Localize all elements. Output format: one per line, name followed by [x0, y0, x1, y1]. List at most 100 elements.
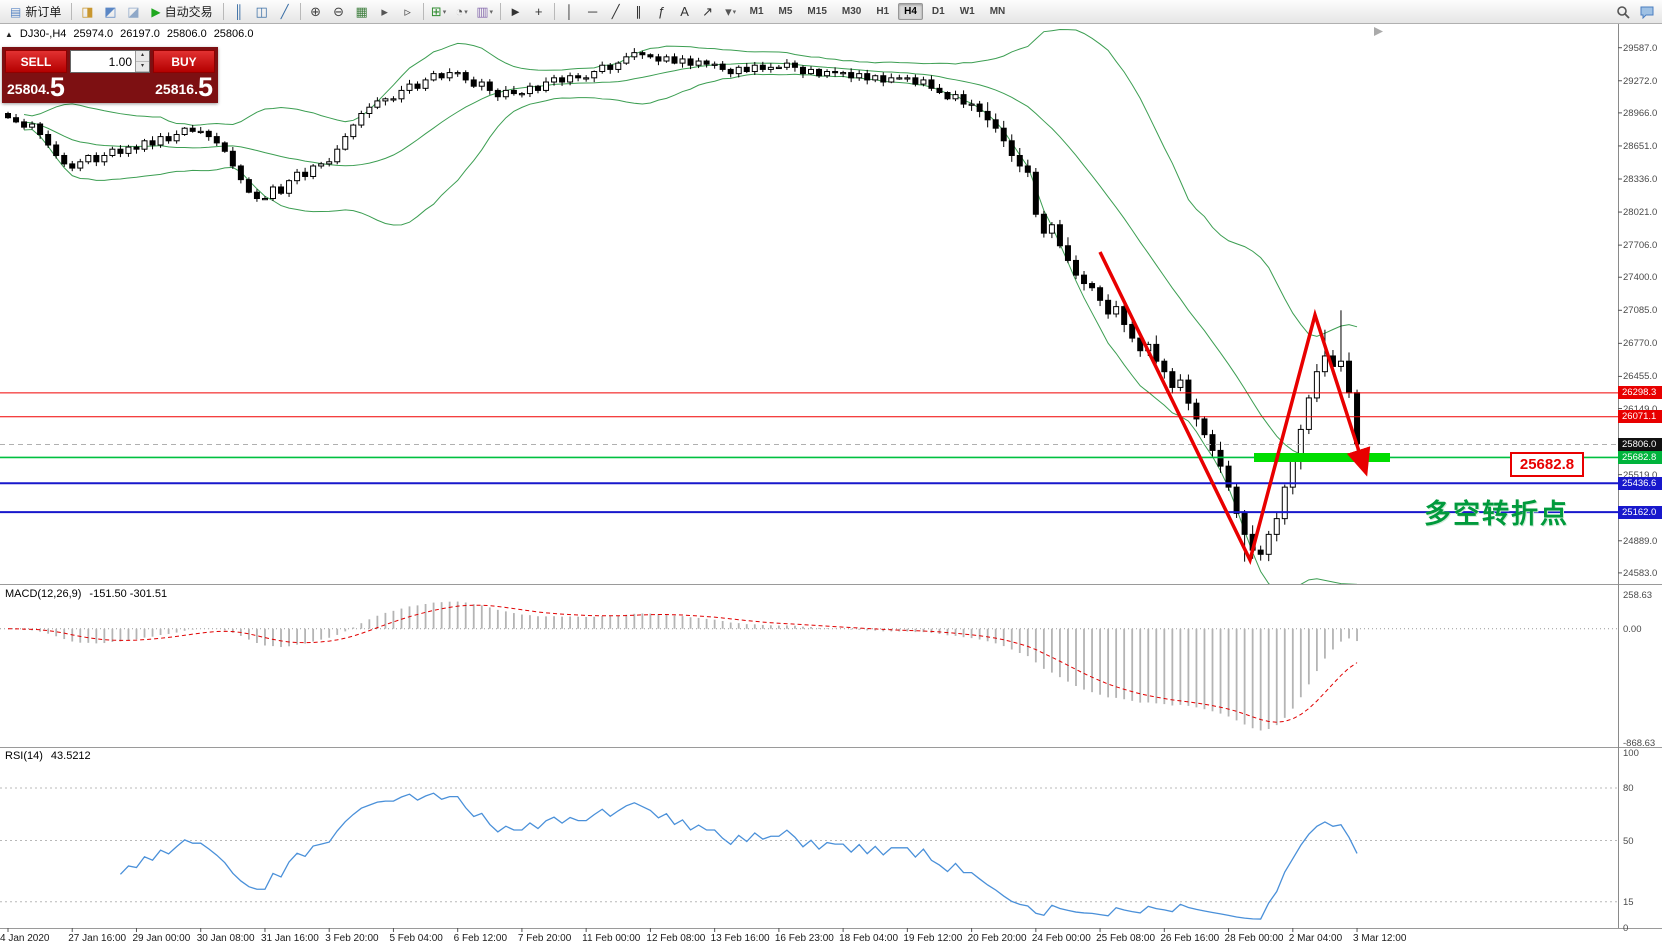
- search-icon[interactable]: [1612, 2, 1634, 22]
- turning-point-annotation[interactable]: 多空转折点: [1424, 499, 1569, 529]
- periods-button: ◔: [455, 4, 464, 19]
- price-scale-label: 28336.0: [1623, 173, 1658, 185]
- price-scale-label: 26455.0: [1623, 371, 1658, 383]
- timeframe-M1[interactable]: M1: [749, 6, 764, 17]
- volume-increase-button[interactable]: ▴: [136, 51, 149, 62]
- indicators-button[interactable]: ⊞ ▾: [428, 2, 450, 22]
- timeframe-M5[interactable]: M5: [778, 6, 793, 17]
- autotrading-icon: ▶: [151, 4, 161, 19]
- time-axis-label: 11 Feb 00:00: [582, 933, 641, 944]
- rsi-scale-label: 50: [1623, 835, 1634, 847]
- dropdown-arrow-icon: ▾: [464, 8, 468, 16]
- volume-input[interactable]: [71, 51, 135, 72]
- time-axis-label: 25 Feb 08:00: [1096, 933, 1156, 944]
- horizontal-line-icon[interactable]: ─: [582, 2, 604, 22]
- line-chart-type-icon[interactable]: ╱: [274, 2, 296, 22]
- price-tag-25162.0: 25162.0: [1618, 505, 1662, 519]
- timeframe-MN[interactable]: MN: [989, 6, 1006, 17]
- cursor-icon: ►: [509, 4, 523, 19]
- sell-button[interactable]: SELL: [5, 50, 67, 73]
- cursor-icon[interactable]: ►: [505, 2, 527, 22]
- shapes-dropdown[interactable]: ▾ ▾: [720, 2, 742, 22]
- price-scale-label: 29587.0: [1623, 42, 1658, 54]
- highlight-bar[interactable]: [1254, 453, 1390, 462]
- bar-chart-type-icon[interactable]: ║: [228, 2, 250, 22]
- arrows-tool-icon[interactable]: ↗: [697, 2, 719, 22]
- scale-ticks: [1618, 47, 1622, 574]
- crosshair-icon: +: [534, 4, 543, 19]
- zoom-in-icon[interactable]: ⊕: [305, 2, 327, 22]
- price-tag-25436.6: 25436.6: [1618, 476, 1662, 490]
- templates-button[interactable]: ▥ ▾: [474, 2, 496, 22]
- price-scale-label: 27706.0: [1623, 240, 1658, 252]
- candlestick-type-icon[interactable]: ◫: [251, 2, 273, 22]
- vertical-line-icon: │: [565, 4, 574, 19]
- periods-button[interactable]: ◔ ▾: [451, 2, 473, 22]
- price-scale[interactable]: 29587.0 29272.0 28966.0 28651.0 28336.0 28021…: [1618, 24, 1662, 934]
- time-axis-label: 2 Mar 04:00: [1288, 933, 1343, 944]
- buy-price: 25816. 5: [155, 72, 213, 102]
- trend-zigzag[interactable]: [1098, 251, 1371, 565]
- chart-shift-icon[interactable]: ▹: [397, 2, 419, 22]
- timeframe-H1[interactable]: H1: [876, 6, 890, 17]
- toolbar-separator: [553, 3, 555, 20]
- timeframe-H4[interactable]: H4: [898, 3, 923, 20]
- vertical-line-icon[interactable]: │: [559, 2, 581, 22]
- timeframe-W1[interactable]: W1: [959, 6, 975, 17]
- rsi-title: RSI(14): [5, 750, 43, 762]
- time-axis-label: 28 Feb 00:00: [1224, 933, 1284, 944]
- time-axis-label: 26 Feb 16:00: [1160, 933, 1220, 944]
- time-axis-label: 16 Feb 23:00: [774, 933, 834, 944]
- bar-chart-type-icon: ║: [234, 4, 244, 19]
- macd-scale-label: 258.63: [1623, 589, 1653, 601]
- timeframe-M15[interactable]: M15: [807, 6, 827, 17]
- volume-decrease-button[interactable]: ▾: [136, 61, 149, 72]
- horizontal-line-icon: ─: [588, 4, 598, 19]
- macd-signal-line: [7, 604, 1358, 723]
- time-axis-label: 31 Jan 16:00: [260, 933, 319, 944]
- chart-shift-marker: [1374, 27, 1383, 36]
- time-axis[interactable]: 4 Jan 2020 27 Jan 16:00 29 Jan 00:00 30 Jan…: [0, 933, 1618, 945]
- volume-field: ▴ ▾: [70, 50, 150, 73]
- auto-scroll-icon: ▸: [381, 3, 388, 19]
- time-ticks: [7, 928, 1358, 932]
- time-axis-label: 12 Feb 08:00: [646, 933, 706, 944]
- price-scale-label: 24583.0: [1623, 567, 1658, 579]
- price-scale-label: 28021.0: [1623, 207, 1658, 219]
- price-level-label[interactable]: 25682.8: [1510, 452, 1584, 477]
- candlestick-type-icon: ◫: [255, 3, 268, 19]
- macd-values: -151.50 -301.51: [89, 588, 168, 600]
- timeframe-M30[interactable]: M30: [841, 6, 862, 17]
- price-scale-label: 24889.0: [1623, 535, 1658, 547]
- chart-shift-icon: ▹: [404, 3, 411, 19]
- panel-collapse-icon[interactable]: ▲: [5, 29, 13, 39]
- zoom-out-icon[interactable]: ⊖: [328, 2, 350, 22]
- pane-separators[interactable]: [0, 24, 1662, 929]
- new-order-button[interactable]: ▤ 新订单: [4, 2, 67, 22]
- zoom-out-icon: ⊖: [333, 3, 345, 19]
- navigator-icon[interactable]: ◩: [99, 2, 121, 22]
- market-watch-icon[interactable]: ◨: [76, 2, 98, 22]
- tile-windows-icon[interactable]: ▦: [351, 2, 373, 22]
- autotrading-button[interactable]: ▶ 自动交易: [145, 2, 218, 22]
- ohlc-close: 25806.0: [213, 28, 254, 40]
- auto-scroll-icon[interactable]: ▸: [374, 2, 396, 22]
- trendline-icon[interactable]: ╱: [605, 2, 627, 22]
- channel-icon[interactable]: ∥: [628, 2, 650, 22]
- fibonacci-icon[interactable]: ƒ: [651, 2, 673, 22]
- toolbar-separator: [422, 3, 424, 20]
- terminal-icon[interactable]: ◪: [122, 2, 144, 22]
- time-axis-label: 20 Feb 20:00: [967, 933, 1027, 944]
- autotrading-button-label: 自动交易: [164, 5, 213, 19]
- one-click-trading-panel: SELL ▴ ▾ BUY 25804.5 25816.5: [2, 47, 218, 103]
- chat-icon[interactable]: [1636, 2, 1658, 22]
- timeframe-D1[interactable]: D1: [931, 6, 945, 17]
- crosshair-icon[interactable]: +: [528, 2, 550, 22]
- buy-button[interactable]: BUY: [153, 50, 215, 73]
- price-scale-label: 29272.0: [1623, 75, 1658, 87]
- templates-button: ▥: [476, 3, 489, 19]
- macd-title: MACD(12,26,9): [5, 588, 82, 600]
- text-tool-icon[interactable]: A: [674, 2, 696, 22]
- rsi-scale-label: 80: [1623, 783, 1634, 794]
